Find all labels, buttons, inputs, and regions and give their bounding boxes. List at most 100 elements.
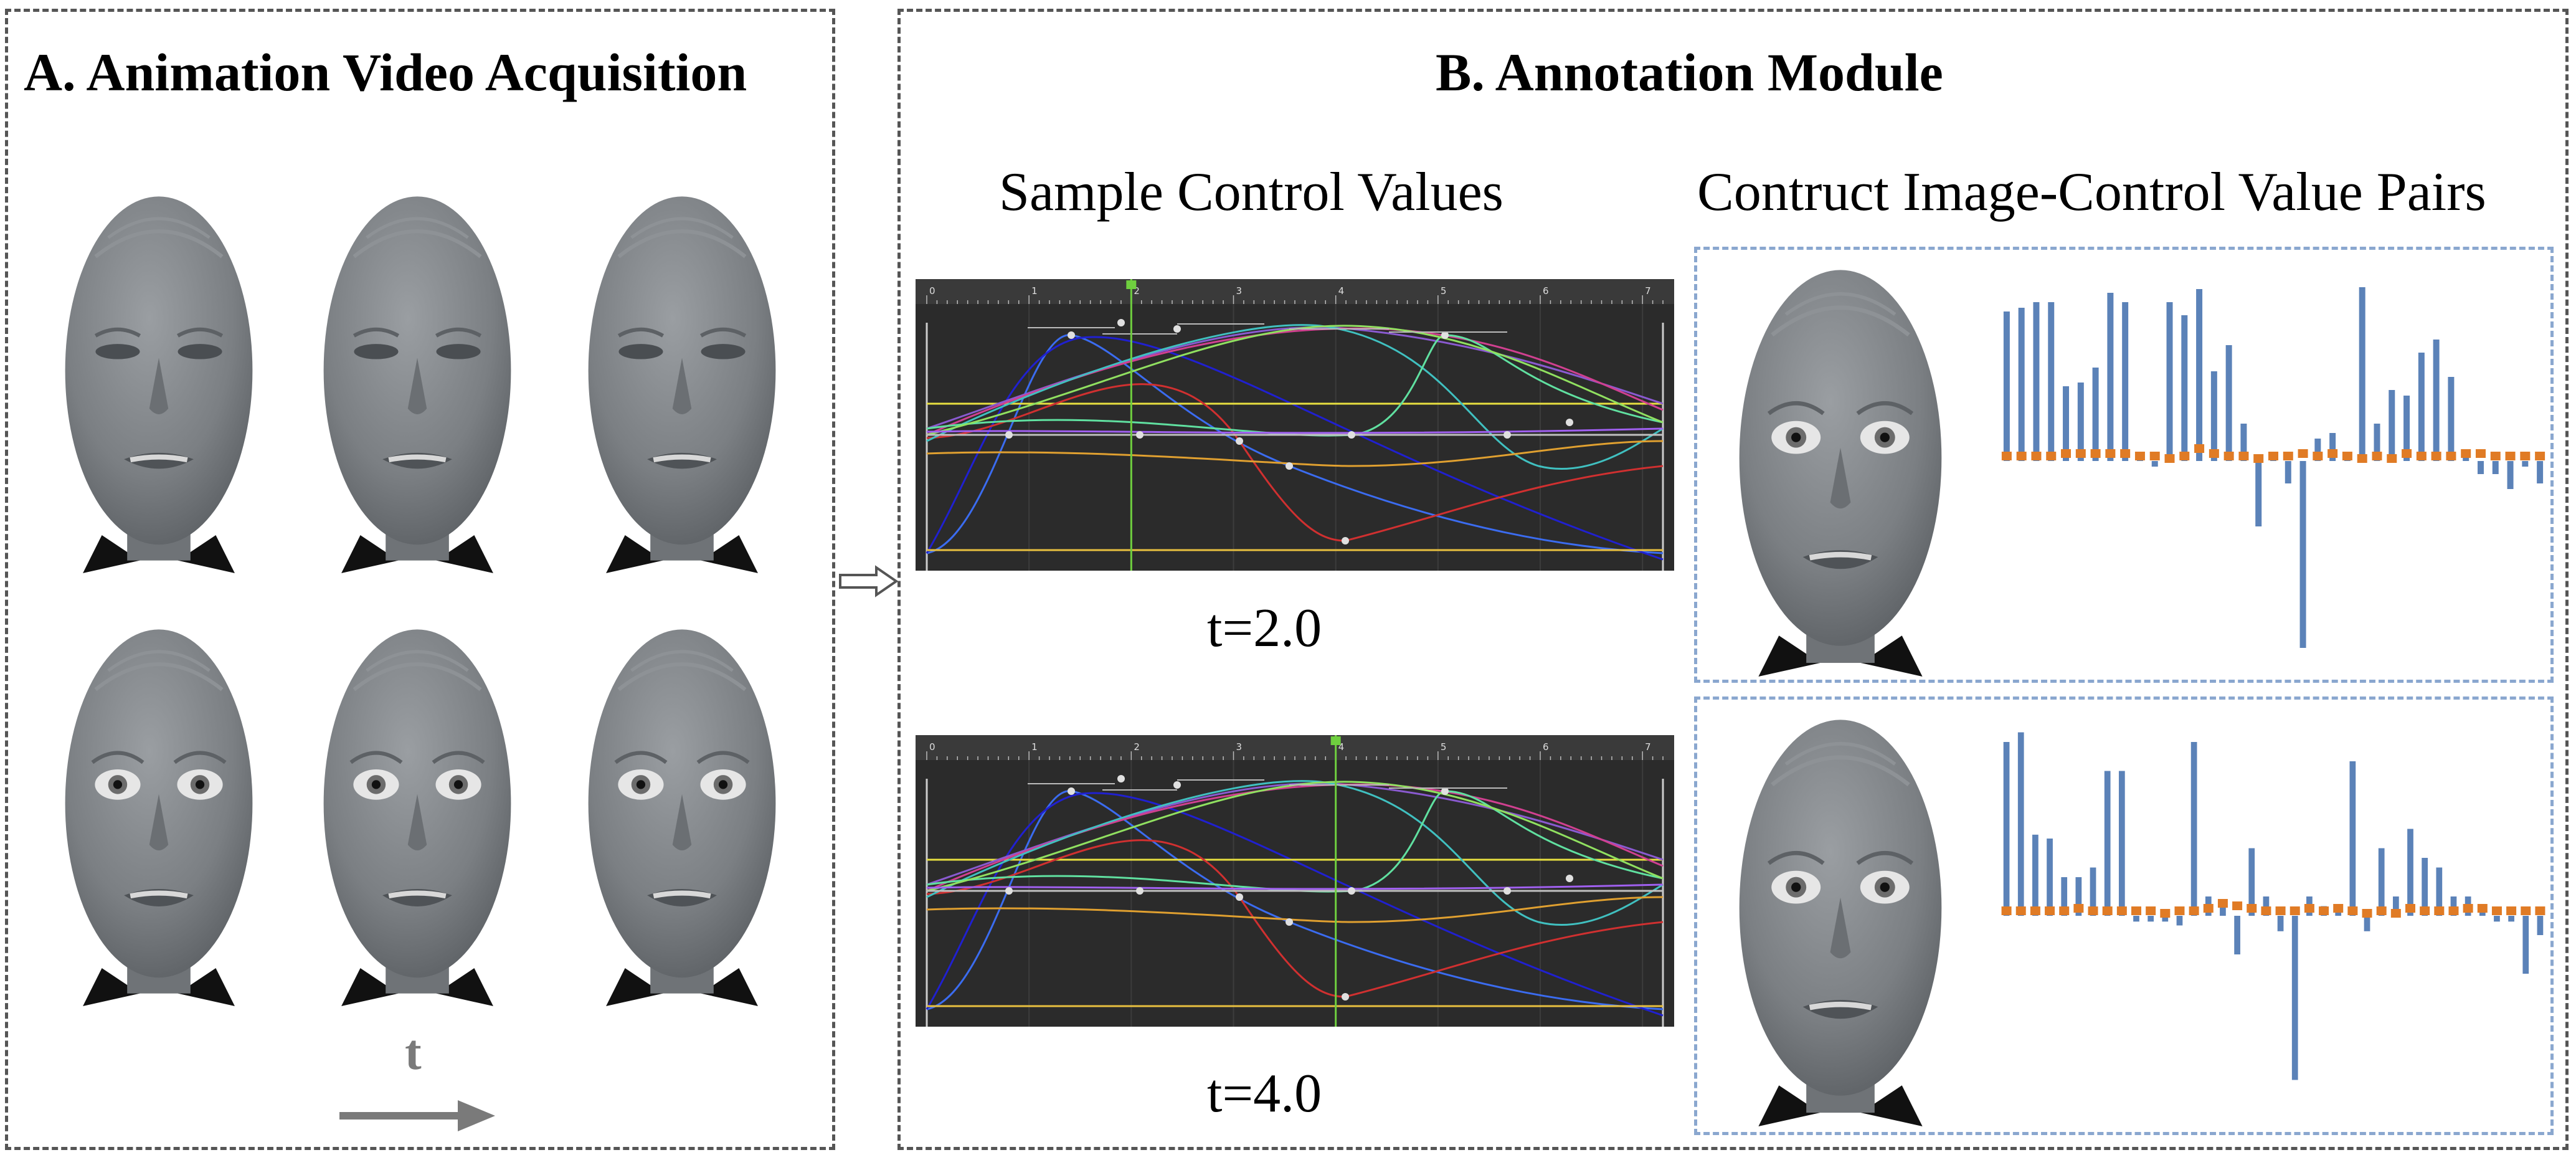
curve-10 [926, 896, 1664, 923]
control-marker [2045, 906, 2055, 915]
control-marker [2194, 444, 2205, 453]
control-marker [2313, 452, 2323, 460]
sample-label-t2: t=2.0 [1207, 598, 1322, 658]
keyframe-dot-11 [1348, 431, 1355, 439]
control-bar [2122, 302, 2129, 461]
control-bar [2003, 311, 2010, 461]
control-bar [2166, 302, 2173, 461]
control-bar [2299, 461, 2306, 648]
control-marker [2160, 909, 2171, 918]
curve-editor-t4: 0 1 2 3 4 5 6 7 [916, 735, 1674, 1027]
control-bar [2063, 386, 2070, 461]
ruler-label-3: 3 [1236, 741, 1243, 753]
control-bar [2359, 287, 2365, 461]
curve-8 [926, 790, 1664, 893]
curve-1 [926, 792, 1664, 1017]
control-marker [2105, 449, 2116, 458]
control-bar [2349, 761, 2356, 916]
control-marker [2304, 904, 2314, 913]
curve-4 [926, 383, 1664, 542]
ruler-label-0: 0 [929, 285, 935, 297]
control-marker [2247, 904, 2257, 913]
control-bar [2407, 829, 2413, 916]
control-marker [2448, 906, 2459, 915]
curve-7 [926, 324, 1664, 470]
control-marker [2075, 449, 2086, 458]
keyframe-dot-3 [1236, 437, 1243, 445]
face-frame-5 [293, 614, 542, 1006]
control-marker [2131, 906, 2141, 915]
control-bar [2537, 916, 2544, 935]
control-marker [2203, 904, 2214, 913]
control-marker [2179, 452, 2190, 460]
time-marker-handle [1330, 736, 1341, 745]
keyframe-dot-10 [1136, 431, 1144, 439]
sample-control-values-heading: Sample Control Values [999, 162, 1503, 222]
control-bar [2032, 834, 2039, 916]
curve-10 [926, 440, 1664, 467]
control-bar [2048, 302, 2055, 461]
control-marker [2506, 906, 2517, 915]
control-marker [2088, 906, 2098, 915]
control-bar [2448, 377, 2455, 461]
ruler-label-0: 0 [929, 741, 935, 753]
control-marker [2434, 906, 2445, 915]
control-marker [2298, 449, 2308, 458]
control-values-chart-1 [2001, 287, 2545, 648]
keyframe-dot-1 [1117, 775, 1125, 782]
control-marker [2461, 449, 2471, 458]
control-bar [2335, 910, 2342, 916]
control-marker [2491, 906, 2502, 915]
control-marker [2217, 899, 2228, 908]
control-marker [2090, 449, 2101, 458]
ruler-label-2: 2 [1134, 285, 1140, 297]
image-control-pair-1 [1694, 247, 2554, 683]
control-marker [2420, 906, 2430, 915]
control-marker [2405, 904, 2415, 913]
ruler-label-7: 7 [1645, 285, 1651, 297]
control-bar [2092, 368, 2099, 461]
control-marker [2387, 454, 2397, 463]
control-marker [2275, 906, 2286, 915]
keyframe-dot-9 [1005, 431, 1013, 439]
control-marker [2030, 906, 2040, 915]
control-bar [2003, 742, 2010, 916]
control-bar [2522, 461, 2529, 467]
ruler-label-5: 5 [1441, 285, 1447, 297]
control-marker [2520, 452, 2531, 460]
control-bar [2176, 916, 2183, 926]
control-marker [2319, 906, 2329, 915]
control-marker [2253, 454, 2264, 463]
ruler-label-4: 4 [1338, 741, 1345, 753]
curve-9 [926, 781, 1664, 892]
curve-5 [926, 782, 1664, 886]
control-marker [2521, 906, 2531, 915]
control-bar [2151, 461, 2158, 467]
control-marker [2015, 906, 2026, 915]
control-marker [2283, 452, 2293, 460]
curve-1 [926, 336, 1664, 561]
control-bar [2277, 916, 2284, 931]
control-bar [2107, 293, 2114, 461]
face-frame-2 [293, 181, 542, 573]
ruler-label-6: 6 [1543, 741, 1549, 753]
control-marker [2238, 452, 2249, 460]
curve-6 [926, 783, 1664, 892]
curve-7 [926, 780, 1664, 926]
curve-9 [926, 325, 1664, 436]
control-bar [2118, 771, 2125, 916]
keyframe-dot-11 [1348, 887, 1355, 895]
control-marker [2475, 449, 2486, 458]
control-marker [2031, 452, 2042, 460]
control-bar [2508, 916, 2514, 922]
control-bar [2314, 439, 2321, 461]
ruler-label-7: 7 [1645, 741, 1651, 753]
control-marker [2116, 906, 2127, 915]
control-bar [2196, 289, 2203, 461]
control-bar [2492, 461, 2499, 474]
time-arrow-icon [339, 1100, 495, 1131]
control-bar [2522, 916, 2529, 974]
control-marker [2535, 906, 2545, 915]
panel-annotation-module [897, 9, 2569, 1150]
control-bar [2075, 877, 2082, 916]
